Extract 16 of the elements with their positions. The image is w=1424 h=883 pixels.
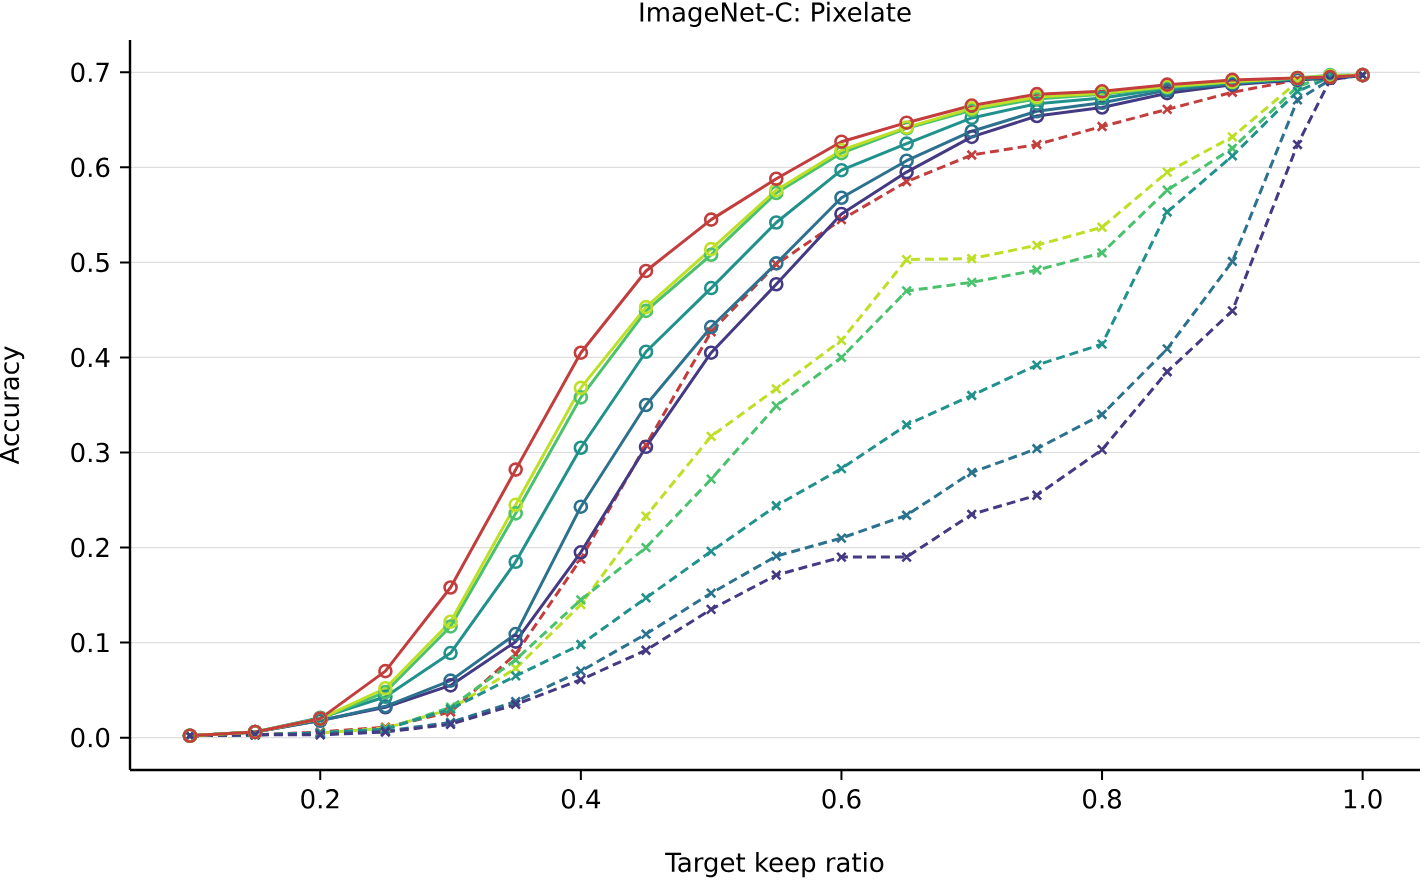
y-tick-label: 0.1 — [71, 632, 109, 653]
x-tick-label: 0.6 — [822, 789, 861, 809]
y-tick-label: 0.3 — [71, 442, 109, 463]
y-tick-label: 0.4 — [71, 347, 110, 368]
y-tick-label: 0.5 — [71, 252, 109, 273]
x-axis-title: Target keep ratio — [665, 852, 884, 878]
y-axis-title: Accuracy — [0, 346, 25, 465]
y-tick-label: 0.0 — [71, 727, 110, 748]
y-tick-label: 0.7 — [71, 62, 109, 83]
y-tick-label: 0.2 — [71, 537, 109, 558]
x-tick-label: 0.4 — [561, 789, 601, 809]
x-tick-label: 0.8 — [1083, 789, 1121, 809]
chart-title: ImageNet-C: Pixelate — [640, 1, 911, 27]
x-tick-label: 0.2 — [301, 789, 339, 809]
x-tick-label: 1.0 — [1344, 789, 1382, 809]
y-tick-label: 0.6 — [71, 157, 110, 178]
